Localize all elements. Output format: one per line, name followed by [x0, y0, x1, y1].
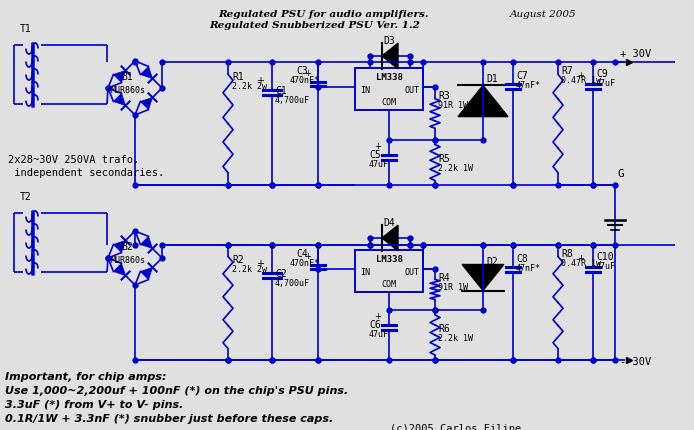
Text: MUR860s: MUR860s [111, 256, 146, 265]
Polygon shape [140, 66, 153, 79]
Text: C5: C5 [369, 150, 381, 160]
Text: Regulated PSU for audio amplifiers.: Regulated PSU for audio amplifiers. [218, 10, 428, 19]
Text: 47nF*: 47nF* [516, 81, 541, 90]
Text: R1: R1 [232, 72, 244, 82]
Text: Regulated Snubberized PSU Ver. 1.2: Regulated Snubberized PSU Ver. 1.2 [209, 21, 420, 30]
Text: 3.3uF (*) from V+ to V- pins.: 3.3uF (*) from V+ to V- pins. [5, 400, 183, 410]
Text: 470nF*: 470nF* [290, 76, 320, 85]
Polygon shape [113, 93, 126, 105]
Polygon shape [458, 86, 508, 117]
Text: D4: D4 [383, 218, 395, 228]
Text: OUT: OUT [405, 86, 420, 95]
Polygon shape [113, 264, 126, 276]
Bar [355, 68, 423, 110]
Polygon shape [140, 98, 153, 110]
Text: C10: C10 [596, 252, 613, 262]
Text: B1: B1 [121, 72, 133, 82]
Text: 2.2k 1W: 2.2k 1W [438, 334, 473, 343]
Text: (c)2005 Carlos Filipe: (c)2005 Carlos Filipe [390, 424, 521, 430]
Text: T1: T1 [20, 24, 32, 34]
Text: C6: C6 [369, 320, 381, 330]
Text: R2: R2 [232, 255, 244, 265]
Text: Important, for chip amps:: Important, for chip amps: [5, 372, 167, 382]
Text: +: + [577, 71, 584, 80]
Polygon shape [462, 264, 504, 291]
Text: 0.1R/1W + 3.3nF (*) snubber just before these caps.: 0.1R/1W + 3.3nF (*) snubber just before … [5, 414, 333, 424]
Text: T2: T2 [20, 192, 32, 202]
Text: R6: R6 [438, 324, 450, 334]
Text: + 30V: + 30V [620, 49, 651, 59]
Text: +: + [577, 254, 584, 263]
Text: 2.2k 1W: 2.2k 1W [438, 164, 473, 173]
Polygon shape [113, 71, 126, 83]
Text: IN: IN [360, 86, 370, 95]
Text: - 30V: - 30V [620, 357, 651, 367]
Text: C9: C9 [596, 69, 608, 79]
Text: MUR860s: MUR860s [111, 86, 146, 95]
Text: OUT: OUT [405, 268, 420, 277]
Text: +: + [304, 252, 311, 261]
Text: 4,700uF: 4,700uF [275, 96, 310, 105]
Text: 47uF: 47uF [596, 79, 616, 88]
Text: 4,700uF: 4,700uF [275, 279, 310, 288]
Text: +: + [374, 142, 381, 151]
Text: independent secondaries.: independent secondaries. [8, 168, 164, 178]
Text: R5: R5 [438, 154, 450, 164]
Text: R8: R8 [561, 249, 573, 259]
Text: 91R 1W: 91R 1W [438, 101, 468, 110]
Text: 2.2k 2w: 2.2k 2w [232, 82, 267, 91]
Text: COM: COM [381, 98, 396, 107]
Polygon shape [140, 237, 153, 249]
Text: IN: IN [360, 268, 370, 277]
Text: August 2005: August 2005 [510, 10, 577, 19]
Text: R3: R3 [438, 91, 450, 101]
Text: D2: D2 [486, 257, 498, 267]
Bar [355, 250, 423, 292]
Text: 47uF: 47uF [596, 262, 616, 271]
Bar [355, 68, 423, 110]
Text: LM338: LM338 [375, 73, 403, 82]
Text: C7: C7 [516, 71, 527, 81]
Text: 47uF: 47uF [369, 160, 389, 169]
Text: 47nF*: 47nF* [516, 264, 541, 273]
Polygon shape [382, 43, 398, 69]
Text: 0.47R 1w: 0.47R 1w [561, 76, 601, 85]
Text: C3: C3 [296, 66, 307, 76]
Text: C2: C2 [275, 269, 287, 279]
Text: G: G [618, 169, 625, 179]
Text: R7: R7 [561, 66, 573, 76]
Text: 2x28~30V 250VA trafo,: 2x28~30V 250VA trafo, [8, 155, 139, 165]
Text: 0.47R 1w: 0.47R 1w [561, 259, 601, 268]
Text: C1: C1 [275, 86, 287, 96]
Text: 2.2k 2w: 2.2k 2w [232, 265, 267, 274]
Text: 47uF: 47uF [369, 330, 389, 339]
Text: Use 1,000~2,200uf + 100nF (*) on the chip's PSU pins.: Use 1,000~2,200uf + 100nF (*) on the chi… [5, 386, 348, 396]
Text: D1: D1 [486, 74, 498, 84]
Text: +: + [304, 69, 311, 78]
Text: D3: D3 [383, 36, 395, 46]
Text: LM338: LM338 [375, 255, 403, 264]
Text: +: + [256, 76, 264, 86]
Bar [355, 250, 423, 292]
Polygon shape [382, 225, 398, 251]
Text: C4: C4 [296, 249, 307, 259]
Text: B2: B2 [121, 242, 133, 252]
Text: 91R 1W: 91R 1W [438, 283, 468, 292]
Text: COM: COM [381, 280, 396, 289]
Text: +: + [374, 312, 381, 321]
Text: C8: C8 [516, 254, 527, 264]
Text: R4: R4 [438, 273, 450, 283]
Text: +: + [256, 259, 264, 269]
Polygon shape [140, 267, 153, 280]
Text: 470nF*: 470nF* [290, 259, 320, 268]
Polygon shape [113, 240, 126, 252]
